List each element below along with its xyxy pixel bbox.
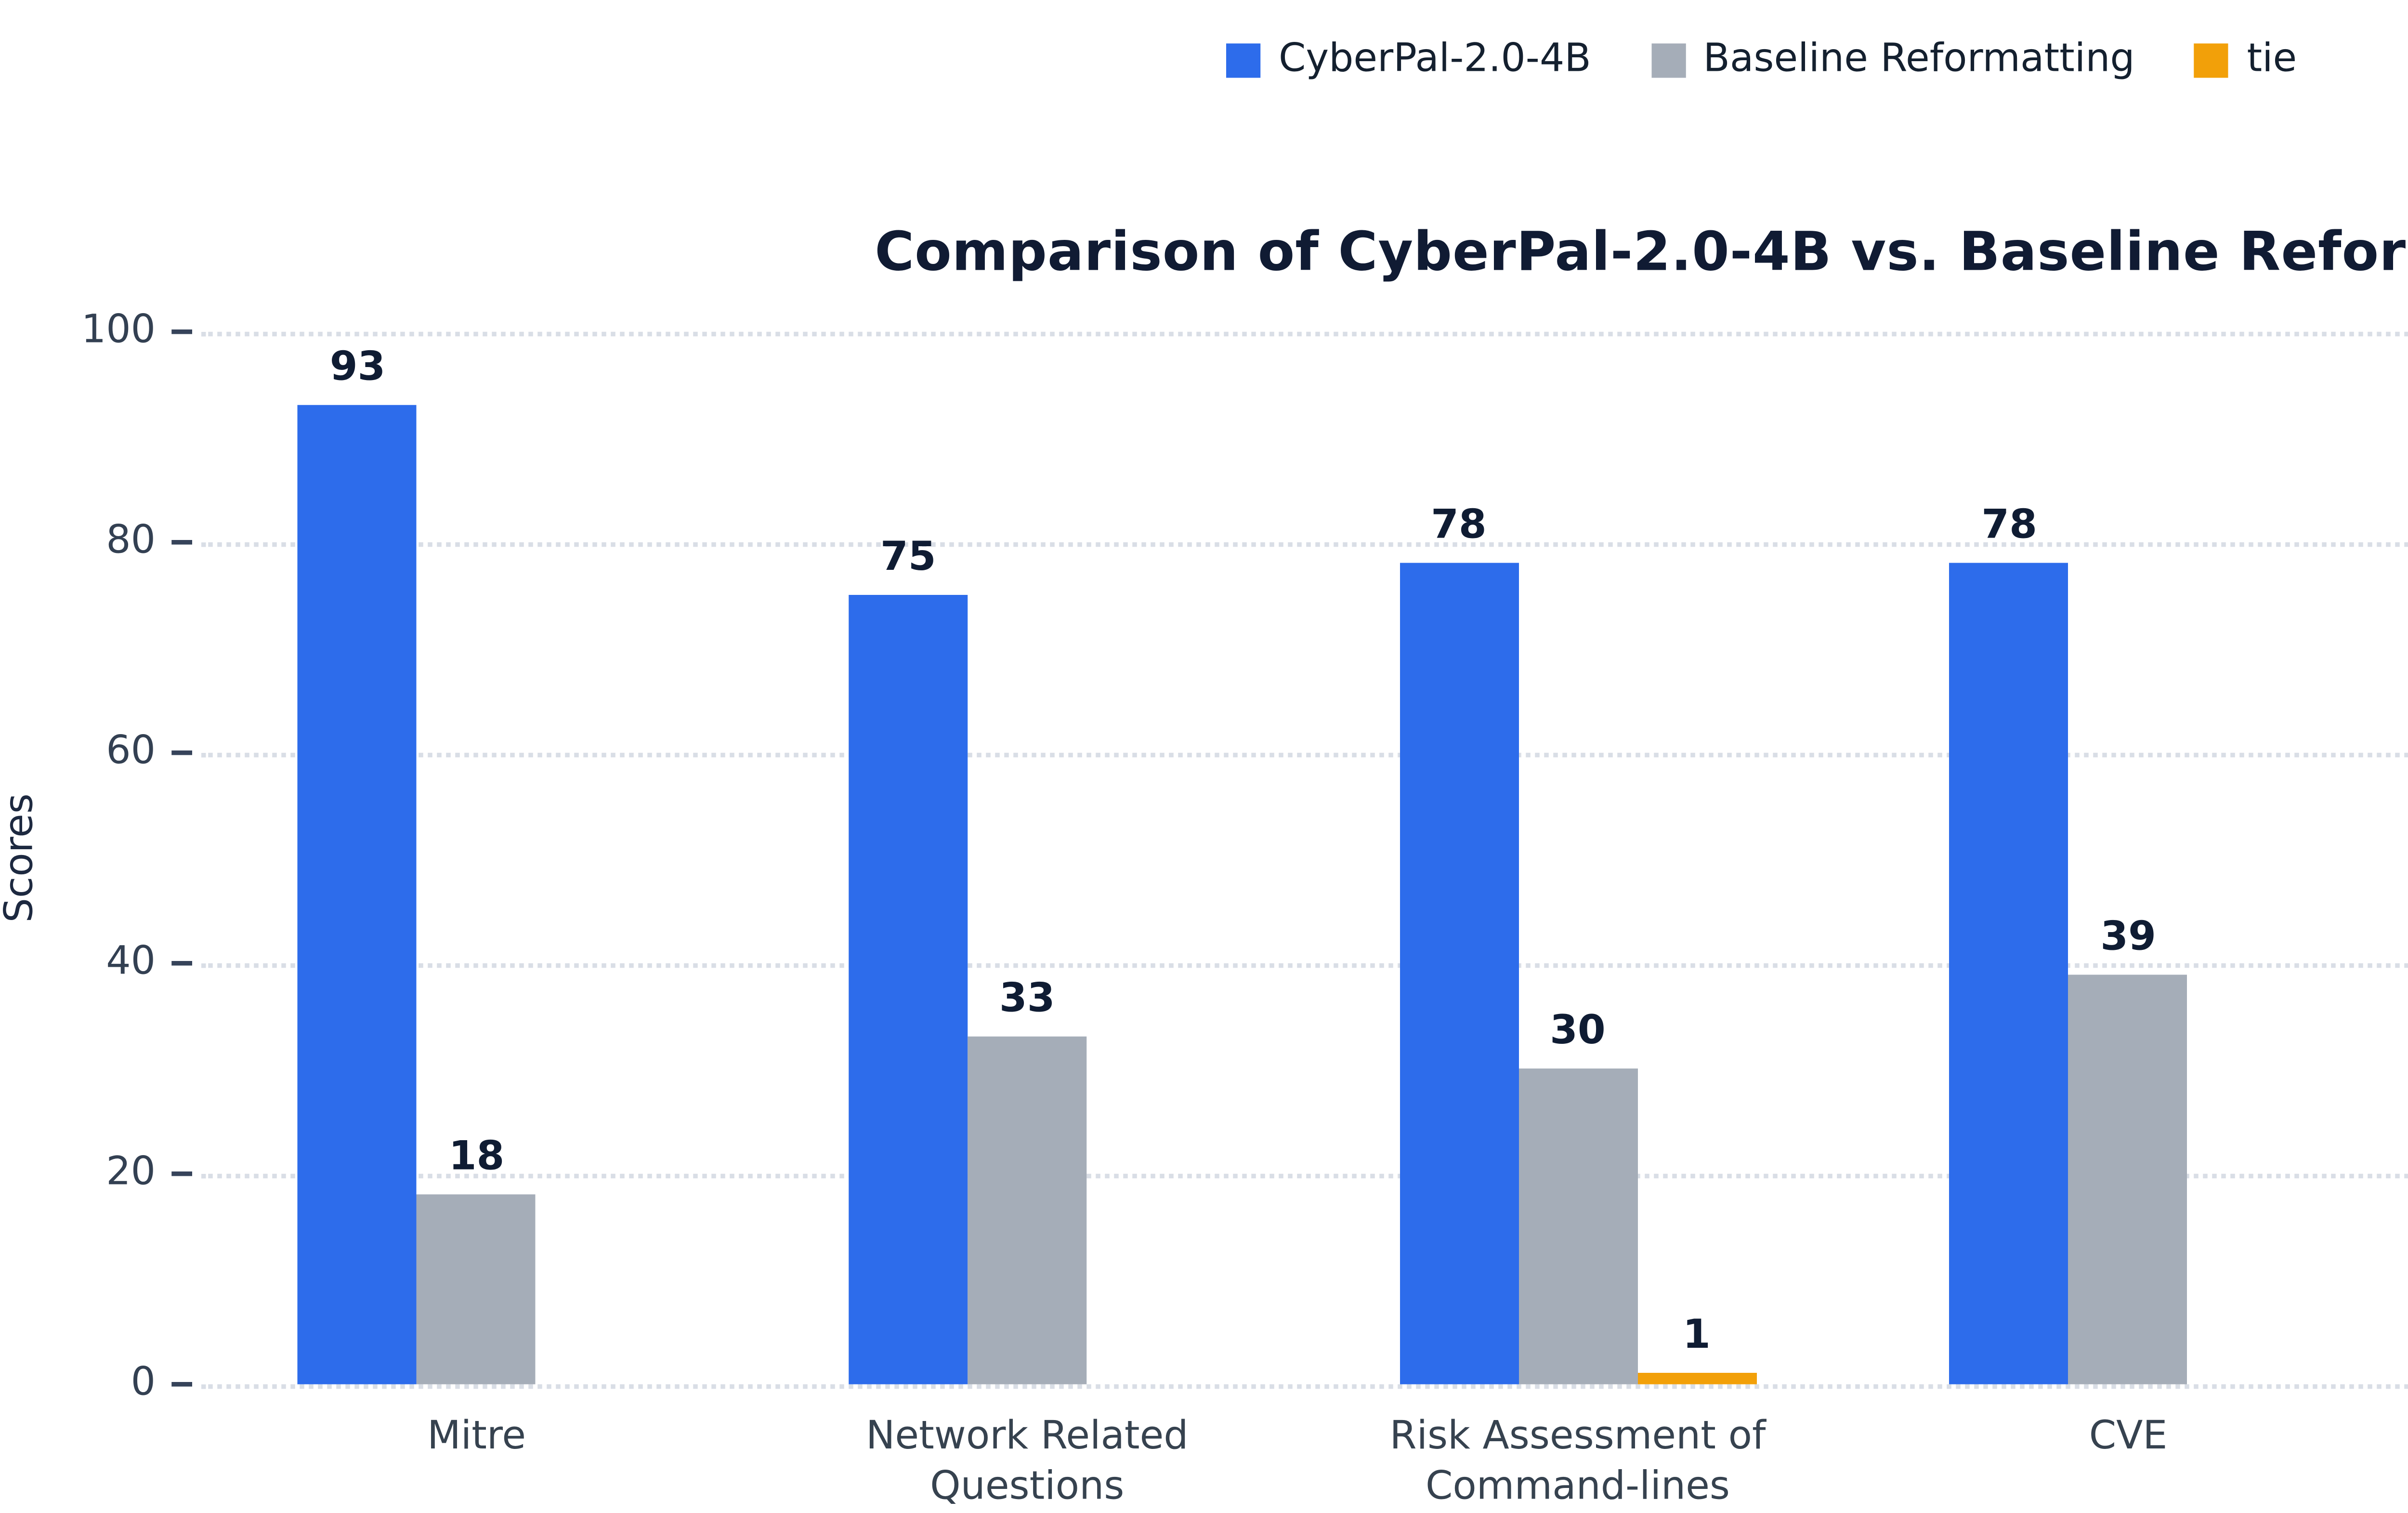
legend-label: Baseline Reformatting [1703, 37, 2135, 82]
x-tick-label: General Questions [2404, 1412, 2408, 1513]
bar-value-label: 1 [1682, 1314, 1711, 1360]
legend-swatch-icon [1650, 42, 1685, 77]
y-tick-label: 0 [131, 1360, 156, 1407]
bar: 78 [1950, 504, 2069, 1384]
legend-label: tie [2247, 37, 2297, 82]
y-tick-label: 40 [106, 939, 156, 986]
gridline [201, 542, 2408, 547]
x-tick-label: Mitre [427, 1414, 526, 1460]
plot-area: Scores 0 20 40 60 80 100 93 18 75 33 78 30 1 78 39 872… [0, 308, 2408, 1406]
y-tick-mark [171, 1171, 192, 1177]
legend-item: CyberPal-2.0-4B [1226, 37, 1591, 82]
bar: 39 [2068, 914, 2188, 1384]
legend-item: Baseline Reformatting [1650, 37, 2135, 82]
y-tick-mark [171, 539, 192, 545]
bar: 78 [1399, 504, 1518, 1384]
bar-value-label: 75 [880, 535, 936, 581]
x-tick-label: Risk Assessment of Command-lines [1389, 1414, 1766, 1511]
bar-group: 93 18 [201, 332, 752, 1384]
y-tick-label: 80 [106, 518, 156, 565]
gridline [201, 331, 2408, 337]
y-tick-label: 100 [81, 308, 156, 354]
y-tick-mark [171, 329, 192, 335]
x-tick-label: CVE [2089, 1414, 2168, 1460]
y-tick-label: 20 [106, 1150, 156, 1196]
bar-value-label: 18 [448, 1135, 505, 1181]
bar: 33 [968, 977, 1087, 1384]
bar: 75 [849, 536, 968, 1384]
bar-value-label: 78 [1981, 503, 2037, 550]
bar-value-label: 78 [1431, 503, 1487, 550]
legend-swatch-icon [2194, 42, 2229, 77]
bar-group: 8721 [2404, 332, 2408, 1384]
bar: 1 [1637, 1314, 1756, 1384]
y-tick-mark [171, 1381, 192, 1387]
legend-label: CyberPal-2.0-4B [1278, 37, 1591, 82]
bar: 30 [1518, 1009, 1637, 1384]
gridline [201, 963, 2408, 968]
bar: 18 [417, 1135, 537, 1384]
y-tick-mark [171, 960, 192, 966]
x-axis-labels: Mitre Network Related Questions Risk Asses… [201, 1412, 2408, 1513]
bar-group: 75 33 [752, 332, 1302, 1384]
bar-value-label: 93 [329, 346, 386, 392]
legend-swatch-icon [1226, 42, 1260, 77]
y-tick-label: 60 [106, 729, 156, 775]
gridline [201, 1384, 2408, 1389]
y-tick-mark [171, 750, 192, 756]
chart-title: Comparison of CyberPal-2.0-4B vs. Baseli… [875, 220, 2408, 284]
legend-item: tie [2194, 37, 2297, 82]
gridline [201, 1173, 2408, 1179]
bars-layer: 9318753378301783987216333 [201, 332, 2408, 1384]
legend: CyberPal-2.0-4B Baseline Reformatting tie [0, 37, 2408, 82]
bar-value-label: 30 [1550, 1009, 1606, 1055]
bar-group: 78 30 1 [1302, 332, 1853, 1384]
bar-group: 78 39 [1853, 332, 2404, 1384]
y-axis-label: Scores [0, 793, 44, 923]
bar-value-label: 39 [2100, 914, 2156, 960]
bar-value-label: 33 [999, 977, 1055, 1024]
gridline [201, 752, 2408, 758]
x-tick-label: Network Related Questions [866, 1414, 1189, 1511]
bar: 93 [298, 346, 418, 1384]
